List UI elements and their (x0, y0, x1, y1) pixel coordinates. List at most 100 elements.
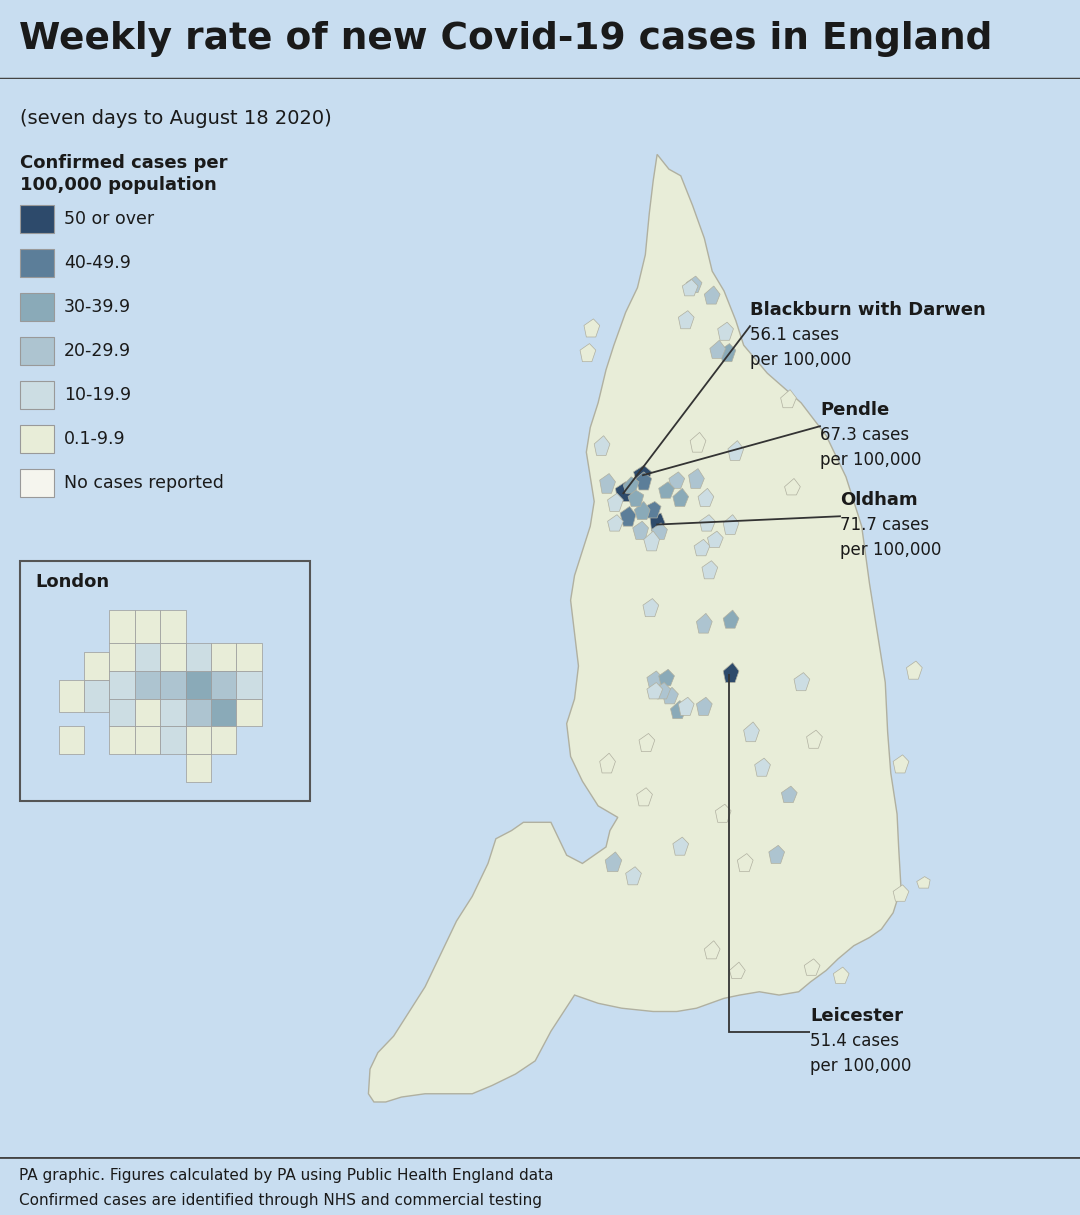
Bar (21, 293, 54, 321)
Polygon shape (794, 673, 810, 690)
Polygon shape (623, 476, 639, 493)
Text: 20-29.9: 20-29.9 (64, 343, 131, 360)
Polygon shape (599, 753, 616, 773)
Polygon shape (633, 521, 648, 539)
Polygon shape (718, 322, 733, 340)
Polygon shape (689, 469, 704, 488)
Polygon shape (605, 852, 622, 871)
Polygon shape (109, 610, 135, 643)
Polygon shape (917, 876, 930, 888)
Polygon shape (663, 688, 678, 703)
Text: 100,000 population: 100,000 population (21, 176, 217, 194)
Polygon shape (160, 699, 186, 727)
Text: No cases reported: No cases reported (64, 474, 224, 492)
Text: Confirmed cases are identified through NHS and commercial testing: Confirmed cases are identified through N… (19, 1193, 542, 1208)
Polygon shape (646, 502, 661, 518)
Polygon shape (135, 727, 160, 755)
Polygon shape (211, 727, 237, 755)
Polygon shape (700, 515, 715, 531)
Polygon shape (58, 680, 84, 712)
Polygon shape (704, 940, 720, 959)
Polygon shape (694, 539, 710, 555)
Polygon shape (715, 804, 731, 823)
Polygon shape (608, 493, 623, 512)
Bar (21, 425, 54, 453)
Text: (seven days to August 18 2020): (seven days to August 18 2020) (21, 109, 332, 128)
Polygon shape (782, 786, 797, 803)
Polygon shape (697, 614, 712, 633)
Polygon shape (368, 154, 901, 1102)
Polygon shape (580, 344, 596, 362)
Polygon shape (109, 671, 135, 699)
Polygon shape (707, 531, 724, 548)
Polygon shape (710, 340, 726, 358)
Polygon shape (678, 697, 694, 716)
Polygon shape (755, 758, 770, 776)
Polygon shape (186, 699, 211, 727)
Polygon shape (805, 959, 820, 976)
Text: Confirmed cases per: Confirmed cases per (21, 154, 228, 173)
Text: Oldham: Oldham (840, 491, 918, 509)
Polygon shape (704, 286, 720, 304)
Polygon shape (594, 436, 610, 456)
Polygon shape (625, 866, 642, 885)
Polygon shape (807, 730, 822, 748)
Polygon shape (135, 643, 160, 671)
Polygon shape (659, 669, 674, 685)
Polygon shape (211, 643, 237, 671)
Polygon shape (724, 515, 739, 535)
Polygon shape (160, 727, 186, 755)
Polygon shape (784, 479, 800, 495)
Polygon shape (237, 643, 261, 671)
Polygon shape (160, 671, 186, 699)
Text: 67.3 cases
per 100,000: 67.3 cases per 100,000 (820, 426, 921, 469)
Polygon shape (769, 846, 784, 864)
Polygon shape (644, 531, 660, 550)
Text: 0.1-9.9: 0.1-9.9 (64, 430, 125, 448)
Polygon shape (781, 390, 796, 408)
Bar (21, 382, 54, 409)
Polygon shape (135, 671, 160, 699)
Polygon shape (834, 967, 849, 983)
Text: 30-39.9: 30-39.9 (64, 298, 131, 316)
Polygon shape (109, 727, 135, 755)
Polygon shape (697, 697, 712, 716)
Polygon shape (724, 662, 739, 683)
Bar (21, 561, 310, 802)
Polygon shape (702, 561, 718, 578)
Bar (21, 337, 54, 366)
Polygon shape (647, 683, 663, 699)
Polygon shape (673, 488, 689, 507)
Polygon shape (651, 522, 667, 539)
Polygon shape (186, 727, 211, 755)
Polygon shape (724, 610, 739, 628)
Text: 10-19.9: 10-19.9 (64, 386, 131, 405)
Polygon shape (84, 680, 109, 712)
Polygon shape (643, 599, 659, 617)
Polygon shape (678, 311, 694, 329)
Polygon shape (698, 488, 714, 507)
Polygon shape (109, 643, 135, 671)
Polygon shape (584, 318, 599, 337)
Polygon shape (647, 671, 663, 688)
Polygon shape (186, 671, 211, 699)
Polygon shape (616, 482, 634, 502)
Bar (21, 469, 54, 497)
Polygon shape (729, 962, 745, 978)
Bar (21, 205, 54, 233)
Polygon shape (620, 507, 636, 526)
Polygon shape (720, 344, 735, 362)
Polygon shape (160, 610, 186, 643)
Polygon shape (135, 699, 160, 727)
Polygon shape (690, 433, 706, 452)
Text: Blackburn with Darwen: Blackburn with Darwen (750, 301, 986, 320)
Polygon shape (659, 482, 674, 498)
Polygon shape (634, 465, 651, 485)
Polygon shape (671, 701, 686, 718)
Polygon shape (639, 734, 654, 752)
Polygon shape (211, 699, 237, 727)
Text: 56.1 cases
per 100,000: 56.1 cases per 100,000 (750, 326, 851, 369)
Polygon shape (686, 276, 702, 293)
Polygon shape (211, 671, 237, 699)
Polygon shape (109, 699, 135, 727)
